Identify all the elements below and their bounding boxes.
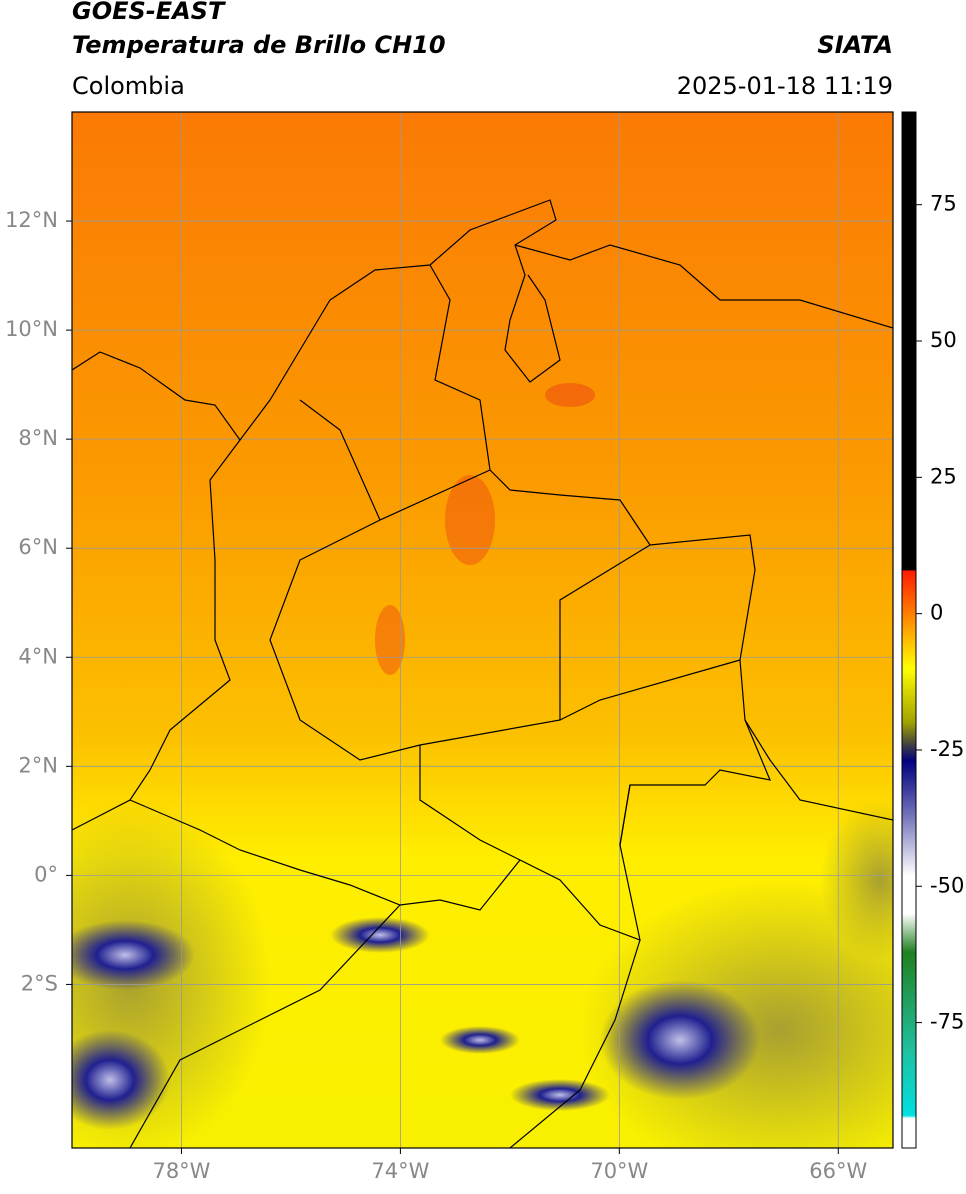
colorbar-segment bbox=[902, 951, 916, 1051]
y-tick-label: 10°N bbox=[5, 317, 58, 341]
y-tick-label: 8°N bbox=[18, 426, 58, 450]
agency: SIATA bbox=[817, 31, 893, 59]
colorbar-tick-label: -50 bbox=[930, 873, 964, 897]
x-tick-label: 78°W bbox=[152, 1159, 210, 1183]
subtitle: Temperatura de Brillo CH10 bbox=[72, 31, 446, 59]
grid bbox=[72, 112, 893, 1148]
colorbar-segment bbox=[902, 613, 916, 669]
colorbar-tick-label: 75 bbox=[930, 192, 957, 216]
colorbar-tick-label: 25 bbox=[930, 464, 957, 488]
y-tick-label: 2°N bbox=[18, 753, 58, 777]
region: Colombia bbox=[72, 72, 185, 100]
colorbar-segment bbox=[902, 1115, 916, 1119]
y-tick-label: 4°N bbox=[18, 644, 58, 668]
y-tick-label: 12°N bbox=[5, 208, 58, 232]
colorbar-frame bbox=[901, 111, 917, 1149]
colorbar bbox=[902, 112, 916, 1149]
colorbar-segment bbox=[902, 744, 916, 762]
x-tick-label: 66°W bbox=[809, 1159, 867, 1183]
colorbar-segment bbox=[902, 668, 916, 724]
colorbar-segment bbox=[902, 1118, 916, 1149]
colorbar-tick-label: 50 bbox=[930, 328, 957, 352]
borders bbox=[72, 199, 893, 1148]
colorbar-segment bbox=[902, 820, 916, 876]
imagery bbox=[72, 112, 893, 1148]
map-frame bbox=[71, 111, 894, 1149]
title: GOES-EAST bbox=[72, 0, 226, 25]
colorbar-segment bbox=[902, 1049, 916, 1116]
colorbar-tick-label: -75 bbox=[930, 1010, 964, 1034]
colorbar-segment bbox=[902, 913, 916, 953]
colorbar-segment bbox=[902, 570, 916, 572]
y-tick-label: 0° bbox=[34, 862, 58, 886]
y-tick-label: 6°N bbox=[18, 535, 58, 559]
colorbar-segment bbox=[902, 875, 916, 915]
colorbar-tick-label: 0 bbox=[930, 601, 943, 625]
x-tick-label: 74°W bbox=[371, 1159, 429, 1183]
colorbar-segment bbox=[902, 760, 916, 822]
colorbar-tick-label: -25 bbox=[930, 737, 964, 761]
colorbar-segment bbox=[902, 722, 916, 746]
datetime: 2025-01-18 11:19 bbox=[677, 72, 893, 100]
y-tick-label: 2°S bbox=[21, 971, 58, 995]
x-tick-label: 70°W bbox=[590, 1159, 648, 1183]
colorbar-segment bbox=[902, 570, 916, 615]
colorbar-segment bbox=[902, 112, 916, 571]
